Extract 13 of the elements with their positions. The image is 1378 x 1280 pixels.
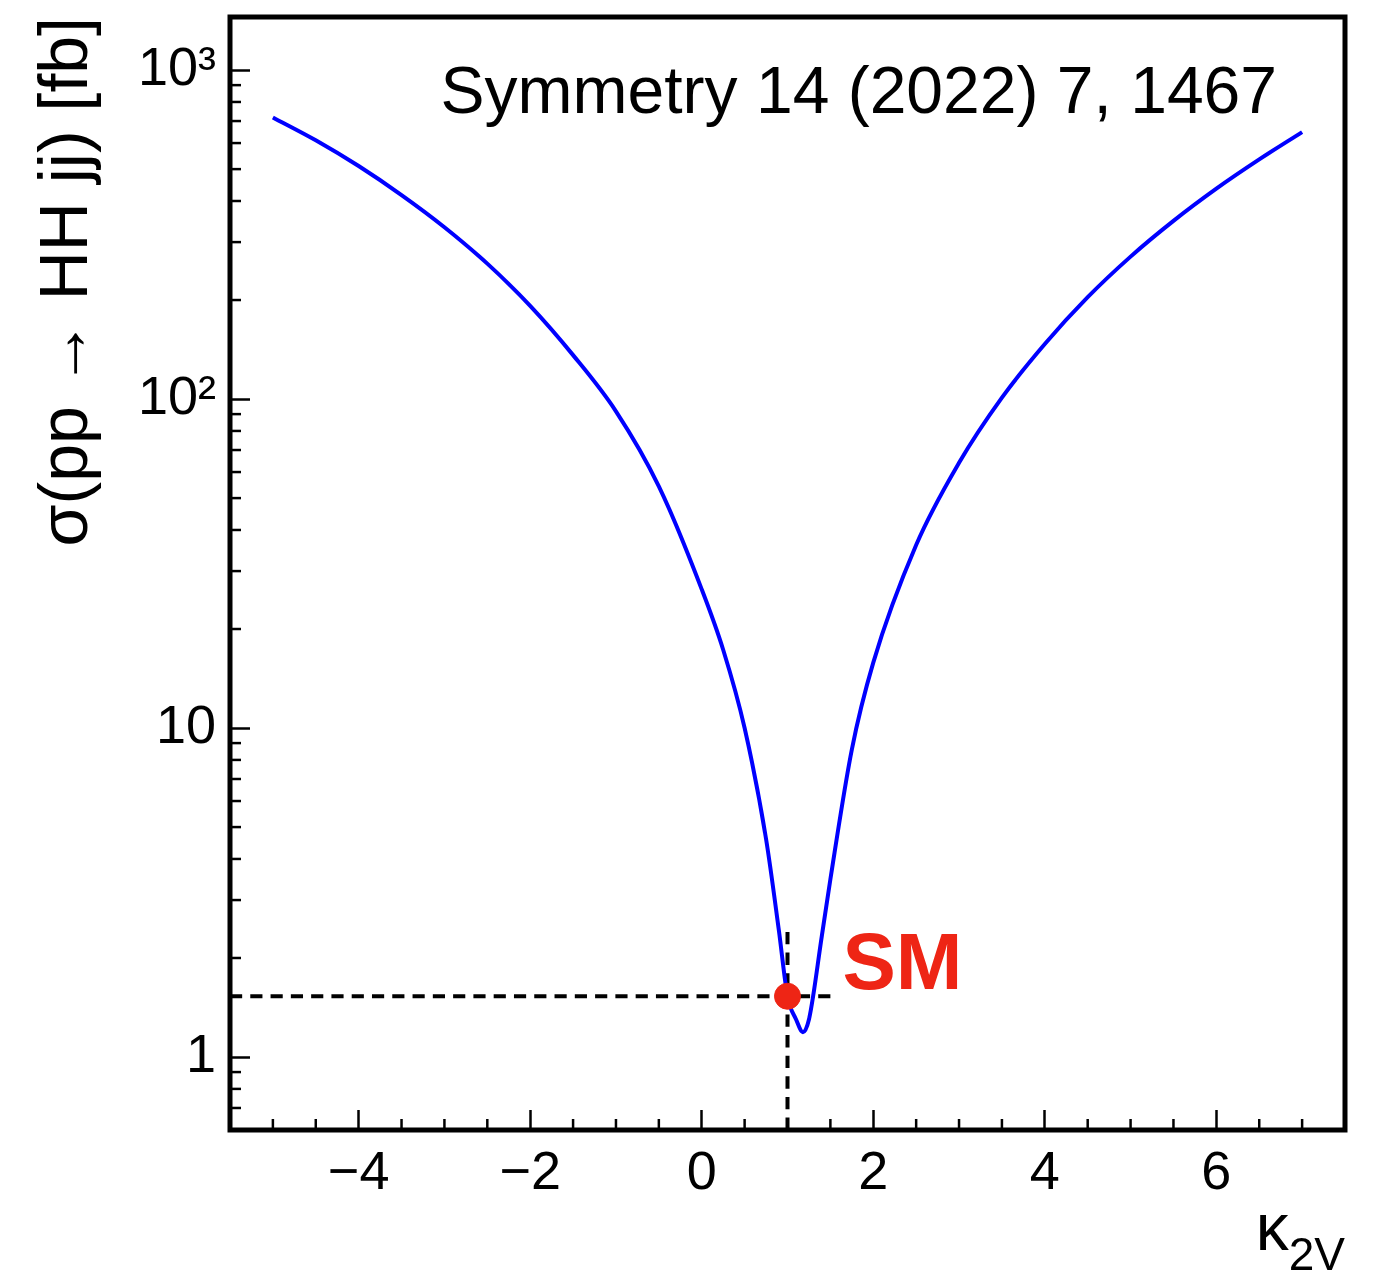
annotation: Symmetry 14 (2022) 7, 1467: [440, 53, 1278, 127]
y-tick-label: 10³: [137, 35, 216, 96]
x-tick-label: 2: [858, 1140, 889, 1201]
series-label: SM: [842, 917, 963, 1007]
x-tick-label: 0: [686, 1140, 717, 1201]
y-tick-label: 10²: [137, 364, 216, 425]
y-tick-label: 10: [155, 693, 216, 754]
x-tick-label: 6: [1201, 1140, 1232, 1201]
x-tick-label: 4: [1029, 1140, 1060, 1201]
y-tick-label: 1: [185, 1022, 216, 1083]
y-axis-title: σ(pp → HH jj) [fb]: [25, 17, 101, 547]
x-tick-label: −4: [327, 1140, 390, 1201]
x-tick-label: −2: [499, 1140, 561, 1201]
